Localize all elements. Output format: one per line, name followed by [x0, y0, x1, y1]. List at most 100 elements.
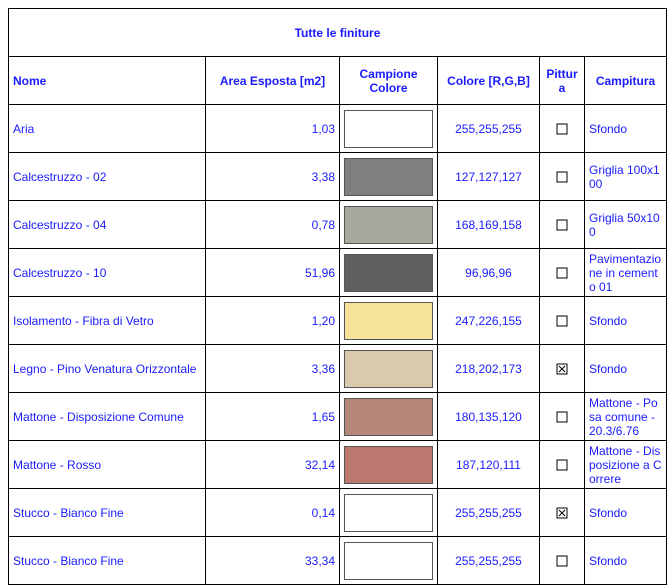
- area-cell: 0,14: [311, 505, 335, 520]
- area-cell: 1,65: [311, 409, 335, 424]
- cell: 127,127,127: [437, 152, 540, 201]
- cell: [339, 392, 438, 441]
- cell: Stucco - Bianco Fine: [8, 488, 206, 537]
- cell: 187,120,111: [437, 440, 540, 489]
- cell: 0,78: [205, 200, 340, 249]
- area-cell: 3,36: [311, 361, 335, 376]
- cell: Calcestruzzo - 04: [8, 200, 206, 249]
- cell: [539, 392, 585, 441]
- paint-cell: [544, 393, 580, 440]
- cell: Mattone - Disposizione a Correre: [584, 440, 667, 489]
- paint-cell: [544, 489, 580, 536]
- rgb-cell: 168,169,158: [455, 217, 522, 232]
- cell: [339, 248, 438, 297]
- cell: 1,03: [205, 104, 340, 153]
- rgb-cell: 255,255,255: [455, 553, 522, 568]
- rgb-cell: 218,202,173: [455, 361, 522, 376]
- table-row: Isolamento - Fibra di Vetro 1,20 247,226,1…: [8, 296, 667, 345]
- cell: [339, 488, 438, 537]
- paint-cell: [544, 153, 580, 200]
- cell: 255,255,255: [437, 104, 540, 153]
- color-swatch: [344, 301, 433, 340]
- hatch-cell: Sfondo: [589, 553, 628, 568]
- color-swatch: [344, 541, 433, 580]
- cell: 32,14: [205, 440, 340, 489]
- name-cell: Calcestruzzo - 02: [13, 169, 107, 184]
- checkbox: [556, 459, 568, 470]
- header-text: Campione Colore: [359, 66, 418, 95]
- checkbox: [556, 315, 568, 326]
- paint-cell: [544, 249, 580, 296]
- cell: Mattone - Rosso: [8, 440, 206, 489]
- rgb-cell: 247,226,155: [455, 313, 522, 328]
- cell: 1,20: [205, 296, 340, 345]
- hatch-cell: Sfondo: [589, 313, 628, 328]
- hatch-cell: Mattone - Disposizione a Correre: [589, 443, 662, 486]
- header-text: Campitura: [595, 73, 656, 88]
- name-cell: Stucco - Bianco Fine: [13, 505, 124, 520]
- cell: [539, 536, 585, 585]
- name-cell: Calcestruzzo - 04: [13, 217, 107, 232]
- cell: Aria: [8, 104, 206, 153]
- name-cell: Stucco - Bianco Fine: [13, 553, 124, 568]
- cell: [339, 296, 438, 345]
- swatch-cell: [344, 489, 433, 536]
- header-text: Colore [R,G,B]: [447, 73, 530, 88]
- paint-cell: [544, 537, 580, 584]
- table-row: Stucco - Bianco Fine 33,34 255,255,255 Sfon…: [8, 536, 667, 585]
- header-text: Area Esposta [m2]: [219, 73, 326, 88]
- name-cell: Mattone - Disposizione Comune: [13, 409, 184, 424]
- cell: 33,34: [205, 536, 340, 585]
- cell: Sfondo: [584, 104, 667, 153]
- cell: [539, 200, 585, 249]
- area-cell: 51,96: [304, 265, 335, 280]
- name-cell: Mattone - Rosso: [13, 457, 102, 472]
- rgb-cell: 127,127,127: [455, 169, 522, 184]
- column-header: Campitura: [584, 56, 667, 105]
- cell: [339, 344, 438, 393]
- checkbox: [556, 171, 568, 182]
- table-row: Stucco - Bianco Fine 0,14 255,255,255 Sfond…: [8, 488, 667, 537]
- swatch-cell: [344, 393, 433, 440]
- cell: [339, 536, 438, 585]
- cell: [339, 200, 438, 249]
- table-row: Legno - Pino Venatura Orizzontale 3,36 218…: [8, 344, 667, 393]
- cell: Legno - Pino Venatura Orizzontale: [8, 344, 206, 393]
- cell: [339, 104, 438, 153]
- header-text: Pittura: [546, 66, 578, 95]
- cell: 255,255,255: [437, 488, 540, 537]
- name-cell: Isolamento - Fibra di Vetro: [13, 313, 154, 328]
- paint-cell: [544, 105, 580, 152]
- cell: 255,255,255: [437, 536, 540, 585]
- column-header: Campione Colore: [339, 56, 438, 105]
- rgb-cell: 255,255,255: [455, 121, 522, 136]
- swatch-cell: [344, 153, 433, 200]
- cell: 3,38: [205, 152, 340, 201]
- table-row: Mattone - Disposizione Comune 1,65 180,135…: [8, 392, 667, 441]
- hatch-cell: Sfondo: [589, 505, 628, 520]
- cell: [539, 344, 585, 393]
- swatch-cell: [344, 297, 433, 344]
- color-swatch: [344, 205, 433, 244]
- cell: Griglia 50x100: [584, 200, 667, 249]
- cell: Sfondo: [584, 296, 667, 345]
- color-swatch: [344, 349, 433, 388]
- table-row: Calcestruzzo - 04 0,78 168,169,158 Griglia …: [8, 200, 667, 249]
- color-swatch: [344, 109, 433, 148]
- area-cell: 1,20: [311, 313, 335, 328]
- checkbox: [556, 123, 568, 134]
- column-header: Nome: [8, 56, 206, 105]
- table-row: Calcestruzzo - 10 51,96 96,96,96 Pavimentaz…: [8, 248, 667, 297]
- cell: 247,226,155: [437, 296, 540, 345]
- color-swatch: [344, 253, 433, 292]
- swatch-cell: [344, 345, 433, 392]
- swatch-cell: [344, 537, 433, 584]
- cell: Stucco - Bianco Fine: [8, 536, 206, 585]
- hatch-cell: Sfondo: [589, 121, 628, 136]
- hatch-cell: Pavimentazione in cemento 01: [589, 251, 662, 294]
- area-cell: 0,78: [311, 217, 335, 232]
- cell: Isolamento - Fibra di Vetro: [8, 296, 206, 345]
- cell: Sfondo: [584, 344, 667, 393]
- rgb-cell: 187,120,111: [456, 457, 521, 472]
